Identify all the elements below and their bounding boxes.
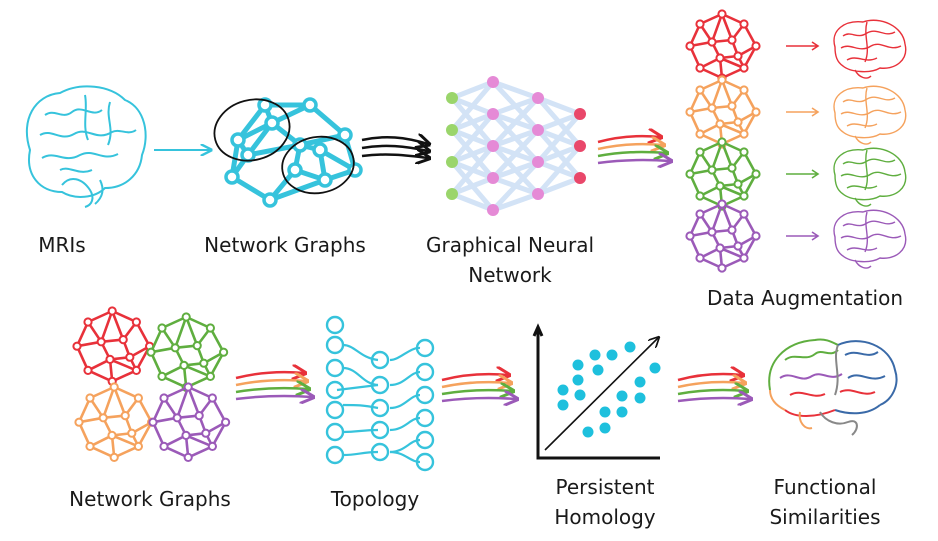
label-mris: MRIs <box>38 233 86 257</box>
augmentation-arrow <box>786 107 820 117</box>
brain-icon <box>833 209 907 269</box>
label-fs-line1: Functional <box>773 475 877 499</box>
label-fs-line2: Similarities <box>769 505 881 529</box>
network-graph-icon <box>685 137 761 211</box>
network-graph-icon <box>146 312 229 392</box>
network-graph-icon <box>148 382 231 462</box>
persistence-diagram-icon <box>532 323 661 460</box>
multi-arrow-icon <box>235 372 312 399</box>
label-ph-line2: Homology <box>554 505 656 529</box>
neural-network-icon <box>446 76 586 216</box>
multi-arrow-icon <box>361 137 428 158</box>
label-data-augmentation: Data Augmentation <box>706 286 904 310</box>
brain-icon <box>25 85 147 208</box>
network-graph-icon <box>72 306 155 386</box>
brain-icon <box>833 19 907 79</box>
topology-icon <box>325 315 435 472</box>
colored-brain-icon <box>768 338 898 436</box>
label-gnn-line2: Network <box>468 263 552 287</box>
multi-arrow-icon <box>597 136 670 163</box>
brain-icon <box>833 85 907 145</box>
label-gnn-line1: Graphical Neural <box>425 233 595 257</box>
network-graph-icon <box>74 382 157 462</box>
multi-arrow-icon <box>677 374 750 401</box>
label-network-graphs-bottom: Network Graphs <box>69 487 231 511</box>
network-graph-icon <box>213 97 363 208</box>
brain-icon <box>833 147 907 207</box>
augmentation-graphs <box>685 9 907 273</box>
network-graph-icon <box>685 199 761 273</box>
augmentation-arrow <box>786 231 820 241</box>
multi-arrow-icon <box>441 374 516 401</box>
augmentation-arrow <box>786 169 820 179</box>
network-graph-icon <box>685 9 761 83</box>
label-ph-line1: Persistent <box>555 475 655 499</box>
network-graph-icon <box>72 306 231 462</box>
augmentation-arrow <box>786 41 820 51</box>
label-network-graphs-top: Network Graphs <box>204 233 366 257</box>
label-topology: Topology <box>330 487 420 511</box>
network-graph-icon <box>685 75 761 149</box>
